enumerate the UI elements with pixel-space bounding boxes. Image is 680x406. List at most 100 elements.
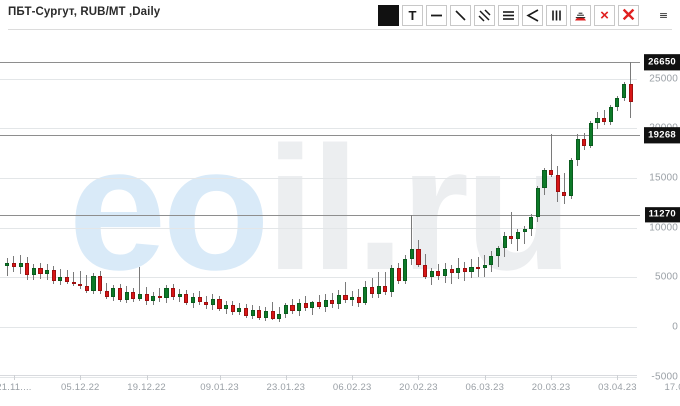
candle-body[interactable] — [462, 268, 467, 272]
candle-body[interactable] — [31, 267, 36, 276]
candle-body[interactable] — [608, 107, 613, 123]
candle-body[interactable] — [469, 267, 474, 272]
candle-body[interactable] — [111, 288, 116, 297]
candle-body[interactable] — [91, 275, 96, 292]
candle-body[interactable] — [595, 118, 600, 124]
candle-body[interactable] — [449, 269, 454, 273]
candle-body[interactable] — [409, 248, 414, 259]
candle-body[interactable] — [369, 286, 375, 294]
candle-body[interactable] — [575, 139, 580, 160]
candle-body[interactable] — [310, 302, 315, 309]
candle-body[interactable] — [71, 282, 76, 285]
candle-body[interactable] — [210, 299, 215, 305]
candle-body[interactable] — [330, 300, 335, 305]
candle-body[interactable] — [535, 187, 540, 217]
candle-body[interactable] — [137, 294, 142, 300]
candle-body[interactable] — [343, 295, 348, 300]
candle-body[interactable] — [568, 160, 574, 196]
candle-body[interactable] — [184, 294, 189, 303]
candle-body[interactable] — [38, 267, 43, 275]
candlestick-series[interactable] — [0, 30, 637, 375]
candle-body[interactable] — [224, 305, 229, 310]
candle-body[interactable] — [131, 291, 136, 300]
candle-body[interactable] — [290, 305, 295, 311]
candle-body[interactable] — [25, 262, 30, 276]
candle-body[interactable] — [237, 307, 242, 313]
candle-body[interactable] — [297, 303, 302, 311]
candle-body[interactable] — [356, 296, 361, 304]
candle-body[interactable] — [482, 265, 487, 269]
candle-body[interactable] — [5, 263, 10, 267]
candle-body[interactable] — [144, 294, 149, 302]
candle-body[interactable] — [45, 270, 50, 275]
horizontal-line-icon[interactable] — [426, 4, 447, 26]
candle-body[interactable] — [257, 310, 262, 319]
text-tool-icon[interactable]: T — [402, 4, 423, 26]
candle-body[interactable] — [615, 98, 620, 108]
candle-body[interactable] — [18, 262, 23, 268]
candle-body[interactable] — [217, 299, 222, 310]
candle-body[interactable] — [171, 287, 176, 297]
color-swatch[interactable] — [378, 4, 399, 26]
candle-body[interactable] — [84, 285, 89, 292]
candle-body[interactable] — [64, 276, 70, 283]
candle-body[interactable] — [190, 296, 196, 303]
candle-body[interactable] — [403, 258, 408, 282]
parallel-lines-icon[interactable] — [474, 4, 495, 26]
candle-body[interactable] — [628, 84, 633, 103]
candle-body[interactable] — [250, 310, 255, 317]
candle-body[interactable] — [363, 286, 368, 304]
candle-body[interactable] — [555, 174, 560, 192]
candle-body[interactable] — [602, 118, 607, 123]
candle-body[interactable] — [336, 295, 341, 305]
candle-body[interactable] — [151, 295, 156, 302]
candle-body[interactable] — [323, 300, 328, 308]
candle-body[interactable] — [78, 283, 83, 286]
candle-body[interactable] — [98, 275, 103, 291]
candle-body[interactable] — [588, 123, 593, 147]
candle-body[interactable] — [230, 305, 235, 313]
price-reference-line[interactable] — [0, 62, 640, 64]
candle-body[interactable] — [542, 169, 547, 188]
candle-body[interactable] — [383, 286, 388, 293]
candle-body[interactable] — [456, 268, 461, 273]
angle-icon[interactable] — [522, 4, 543, 26]
candle-body[interactable] — [51, 270, 56, 282]
candle-body[interactable] — [502, 235, 507, 249]
candle-body[interactable] — [58, 276, 63, 282]
candle-body[interactable] — [442, 269, 448, 277]
candle-body[interactable] — [549, 169, 554, 175]
delete-all-icon[interactable]: ✕ — [618, 4, 639, 26]
candle-body[interactable] — [197, 296, 202, 303]
trend-line-icon[interactable] — [450, 4, 471, 26]
candle-body[interactable] — [104, 290, 109, 297]
horizontal-rays-icon[interactable] — [498, 4, 519, 26]
candle-body[interactable] — [270, 311, 275, 319]
menu-icon[interactable] — [653, 5, 674, 26]
candle-body[interactable] — [582, 139, 587, 147]
candle-body[interactable] — [157, 295, 162, 299]
candle-body[interactable] — [495, 248, 501, 257]
candle-body[interactable] — [389, 268, 394, 293]
candle-body[interactable] — [283, 305, 288, 314]
candle-body[interactable] — [376, 286, 381, 294]
candle-body[interactable] — [515, 231, 520, 239]
price-reference-line[interactable] — [0, 135, 640, 137]
delete-selected-icon[interactable]: × — [594, 4, 615, 26]
candle-body[interactable] — [396, 268, 401, 282]
candle-body[interactable] — [124, 291, 129, 301]
candle-body[interactable] — [509, 235, 514, 239]
chart-plot-area[interactable]: eoil.ru 2500020000150001000050000-5000 2… — [0, 30, 680, 406]
candle-body[interactable] — [476, 267, 481, 270]
candle-body[interactable] — [436, 271, 441, 277]
candle-body[interactable] — [316, 302, 322, 308]
candle-body[interactable] — [177, 294, 182, 297]
candle-body[interactable] — [243, 307, 249, 317]
candle-body[interactable] — [277, 313, 282, 319]
candle-body[interactable] — [11, 263, 16, 268]
candle-body[interactable] — [529, 216, 534, 229]
candle-body[interactable] — [489, 256, 494, 266]
candle-body[interactable] — [117, 288, 123, 301]
fibonacci-icon[interactable] — [570, 4, 591, 26]
candle-body[interactable] — [429, 271, 434, 277]
